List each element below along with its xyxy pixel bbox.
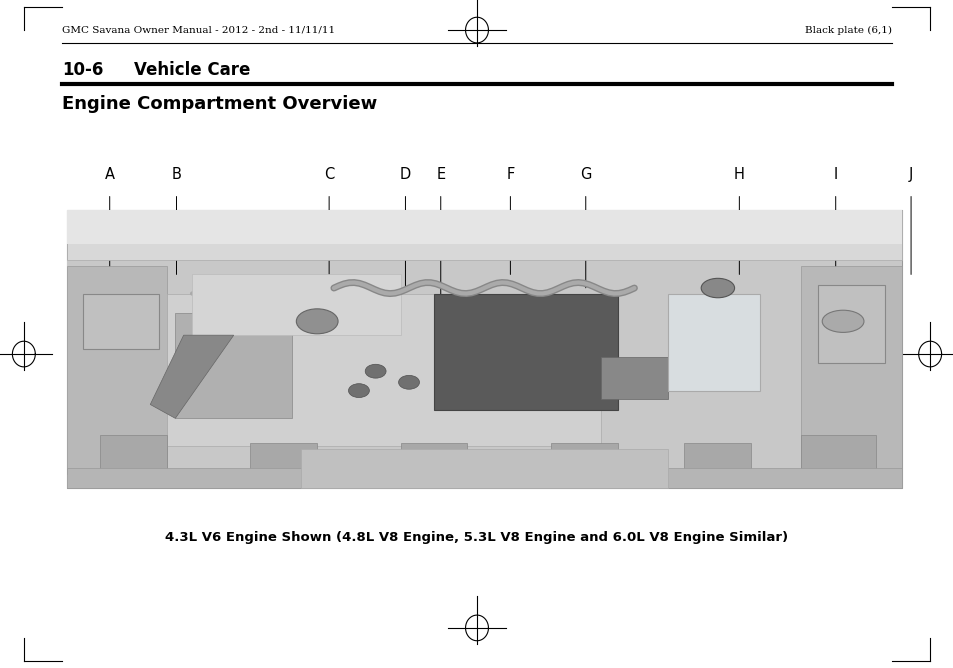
Ellipse shape — [348, 383, 369, 397]
Bar — [683, 444, 751, 476]
Ellipse shape — [398, 375, 419, 389]
Bar — [250, 444, 316, 476]
Text: A: A — [105, 168, 114, 182]
Text: I: I — [833, 168, 837, 182]
Ellipse shape — [296, 309, 337, 334]
Bar — [67, 210, 901, 244]
Ellipse shape — [821, 310, 863, 333]
Bar — [67, 210, 901, 488]
Bar — [801, 266, 901, 474]
Bar — [300, 449, 667, 488]
Bar — [400, 444, 467, 476]
Polygon shape — [151, 335, 233, 418]
Bar — [84, 294, 158, 349]
Text: E: E — [436, 168, 445, 182]
Text: C: C — [324, 168, 334, 182]
Text: D: D — [399, 168, 411, 182]
Text: 4.3L V6 Engine Shown (4.8L V8 Engine, 5.3L V8 Engine and 6.0L V8 Engine Similar): 4.3L V6 Engine Shown (4.8L V8 Engine, 5.… — [165, 531, 788, 544]
Bar — [167, 294, 600, 446]
Bar — [600, 357, 667, 399]
Bar — [67, 210, 901, 261]
Text: F: F — [506, 168, 514, 182]
Bar — [100, 435, 167, 476]
Bar — [192, 274, 400, 335]
Ellipse shape — [700, 279, 734, 298]
Text: 10-6: 10-6 — [62, 61, 103, 79]
Bar — [434, 294, 618, 410]
Bar — [817, 285, 884, 363]
Text: G: G — [579, 168, 591, 182]
Ellipse shape — [365, 364, 386, 378]
Bar — [67, 468, 901, 488]
Text: GMC Savana Owner Manual - 2012 - 2nd - 11/11/11: GMC Savana Owner Manual - 2012 - 2nd - 1… — [62, 25, 335, 35]
Text: J: J — [908, 168, 912, 182]
Bar — [67, 261, 901, 488]
Text: H: H — [733, 168, 744, 182]
Text: Black plate (6,1): Black plate (6,1) — [804, 25, 891, 35]
Bar — [667, 294, 759, 391]
Bar — [67, 266, 167, 474]
Bar — [550, 444, 618, 476]
Text: Engine Compartment Overview: Engine Compartment Overview — [62, 95, 376, 112]
Bar — [175, 313, 292, 418]
Text: B: B — [172, 168, 181, 182]
Bar — [801, 435, 876, 476]
Text: Vehicle Care: Vehicle Care — [133, 61, 250, 79]
